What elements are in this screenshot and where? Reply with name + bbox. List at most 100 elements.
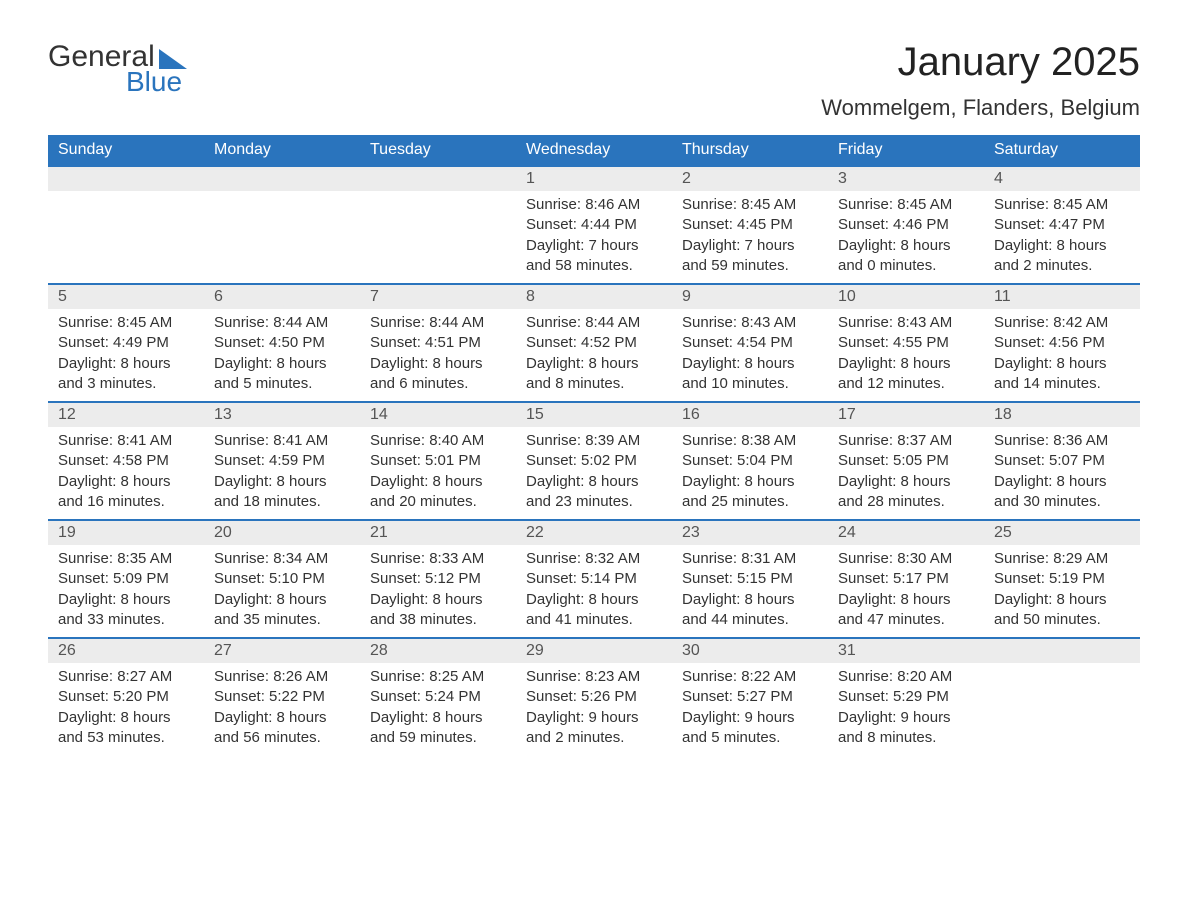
calendar-day-cell [204, 166, 360, 284]
page-header: General Blue January 2025 Wommelgem, Fla… [48, 40, 1140, 121]
day-number: 3 [828, 167, 984, 191]
day-number: 2 [672, 167, 828, 191]
calendar-week-row: 5Sunrise: 8:45 AMSunset: 4:49 PMDaylight… [48, 284, 1140, 402]
daylight-line: Daylight: 7 hours and 58 minutes. [526, 236, 662, 277]
calendar-day-cell: 5Sunrise: 8:45 AMSunset: 4:49 PMDaylight… [48, 284, 204, 402]
calendar-day-cell: 30Sunrise: 8:22 AMSunset: 5:27 PMDayligh… [672, 638, 828, 756]
day-number [204, 167, 360, 191]
sunset-line: Sunset: 4:51 PM [370, 333, 506, 353]
sunset-line: Sunset: 5:14 PM [526, 569, 662, 589]
day-number: 13 [204, 403, 360, 427]
day-body: Sunrise: 8:38 AMSunset: 5:04 PMDaylight:… [672, 427, 828, 516]
day-number: 30 [672, 639, 828, 663]
daylight-line: Daylight: 8 hours and 47 minutes. [838, 590, 974, 631]
day-number: 29 [516, 639, 672, 663]
sunrise-line: Sunrise: 8:27 AM [58, 667, 194, 687]
sunrise-line: Sunrise: 8:23 AM [526, 667, 662, 687]
sunrise-line: Sunrise: 8:22 AM [682, 667, 818, 687]
sunrise-line: Sunrise: 8:44 AM [526, 313, 662, 333]
day-number: 7 [360, 285, 516, 309]
day-number: 10 [828, 285, 984, 309]
day-body: Sunrise: 8:44 AMSunset: 4:51 PMDaylight:… [360, 309, 516, 398]
day-body: Sunrise: 8:45 AMSunset: 4:46 PMDaylight:… [828, 191, 984, 280]
sunrise-line: Sunrise: 8:25 AM [370, 667, 506, 687]
day-body [204, 191, 360, 199]
sunset-line: Sunset: 5:17 PM [838, 569, 974, 589]
day-number: 18 [984, 403, 1140, 427]
sunrise-line: Sunrise: 8:20 AM [838, 667, 974, 687]
calendar-day-cell: 7Sunrise: 8:44 AMSunset: 4:51 PMDaylight… [360, 284, 516, 402]
sunrise-line: Sunrise: 8:43 AM [682, 313, 818, 333]
day-body: Sunrise: 8:31 AMSunset: 5:15 PMDaylight:… [672, 545, 828, 634]
day-body: Sunrise: 8:45 AMSunset: 4:47 PMDaylight:… [984, 191, 1140, 280]
day-body: Sunrise: 8:42 AMSunset: 4:56 PMDaylight:… [984, 309, 1140, 398]
sunset-line: Sunset: 4:52 PM [526, 333, 662, 353]
day-body: Sunrise: 8:20 AMSunset: 5:29 PMDaylight:… [828, 663, 984, 752]
day-number: 19 [48, 521, 204, 545]
day-body [360, 191, 516, 199]
brand-logo: General Blue [48, 40, 187, 98]
day-number: 27 [204, 639, 360, 663]
daylight-line: Daylight: 8 hours and 5 minutes. [214, 354, 350, 395]
daylight-line: Daylight: 8 hours and 6 minutes. [370, 354, 506, 395]
sunrise-line: Sunrise: 8:33 AM [370, 549, 506, 569]
sunset-line: Sunset: 4:47 PM [994, 215, 1130, 235]
calendar-table: SundayMondayTuesdayWednesdayThursdayFrid… [48, 135, 1140, 756]
day-body: Sunrise: 8:22 AMSunset: 5:27 PMDaylight:… [672, 663, 828, 752]
sunset-line: Sunset: 4:59 PM [214, 451, 350, 471]
daylight-line: Daylight: 8 hours and 44 minutes. [682, 590, 818, 631]
day-body: Sunrise: 8:44 AMSunset: 4:50 PMDaylight:… [204, 309, 360, 398]
weekday-header-row: SundayMondayTuesdayWednesdayThursdayFrid… [48, 135, 1140, 166]
calendar-day-cell [984, 638, 1140, 756]
day-body: Sunrise: 8:43 AMSunset: 4:54 PMDaylight:… [672, 309, 828, 398]
sunset-line: Sunset: 4:56 PM [994, 333, 1130, 353]
daylight-line: Daylight: 8 hours and 56 minutes. [214, 708, 350, 749]
day-number: 20 [204, 521, 360, 545]
calendar-day-cell: 28Sunrise: 8:25 AMSunset: 5:24 PMDayligh… [360, 638, 516, 756]
day-number: 26 [48, 639, 204, 663]
sunrise-line: Sunrise: 8:44 AM [214, 313, 350, 333]
sunset-line: Sunset: 5:01 PM [370, 451, 506, 471]
daylight-line: Daylight: 8 hours and 14 minutes. [994, 354, 1130, 395]
day-number: 1 [516, 167, 672, 191]
calendar-day-cell: 24Sunrise: 8:30 AMSunset: 5:17 PMDayligh… [828, 520, 984, 638]
calendar-week-row: 1Sunrise: 8:46 AMSunset: 4:44 PMDaylight… [48, 166, 1140, 284]
daylight-line: Daylight: 8 hours and 33 minutes. [58, 590, 194, 631]
calendar-day-cell: 20Sunrise: 8:34 AMSunset: 5:10 PMDayligh… [204, 520, 360, 638]
daylight-line: Daylight: 8 hours and 41 minutes. [526, 590, 662, 631]
day-number: 25 [984, 521, 1140, 545]
daylight-line: Daylight: 8 hours and 16 minutes. [58, 472, 194, 513]
sunset-line: Sunset: 5:07 PM [994, 451, 1130, 471]
day-body: Sunrise: 8:32 AMSunset: 5:14 PMDaylight:… [516, 545, 672, 634]
sunset-line: Sunset: 4:50 PM [214, 333, 350, 353]
daylight-line: Daylight: 8 hours and 2 minutes. [994, 236, 1130, 277]
sunrise-line: Sunrise: 8:42 AM [994, 313, 1130, 333]
daylight-line: Daylight: 8 hours and 28 minutes. [838, 472, 974, 513]
calendar-day-cell: 31Sunrise: 8:20 AMSunset: 5:29 PMDayligh… [828, 638, 984, 756]
sunrise-line: Sunrise: 8:45 AM [58, 313, 194, 333]
daylight-line: Daylight: 8 hours and 50 minutes. [994, 590, 1130, 631]
sunset-line: Sunset: 4:44 PM [526, 215, 662, 235]
sunrise-line: Sunrise: 8:45 AM [994, 195, 1130, 215]
calendar-day-cell [360, 166, 516, 284]
weekday-header: Wednesday [516, 135, 672, 166]
daylight-line: Daylight: 8 hours and 25 minutes. [682, 472, 818, 513]
calendar-day-cell: 15Sunrise: 8:39 AMSunset: 5:02 PMDayligh… [516, 402, 672, 520]
day-body: Sunrise: 8:27 AMSunset: 5:20 PMDaylight:… [48, 663, 204, 752]
sunset-line: Sunset: 4:55 PM [838, 333, 974, 353]
daylight-line: Daylight: 8 hours and 30 minutes. [994, 472, 1130, 513]
calendar-day-cell: 1Sunrise: 8:46 AMSunset: 4:44 PMDaylight… [516, 166, 672, 284]
day-body: Sunrise: 8:41 AMSunset: 4:59 PMDaylight:… [204, 427, 360, 516]
daylight-line: Daylight: 8 hours and 35 minutes. [214, 590, 350, 631]
calendar-day-cell: 18Sunrise: 8:36 AMSunset: 5:07 PMDayligh… [984, 402, 1140, 520]
month-title: January 2025 [821, 40, 1140, 85]
calendar-day-cell: 23Sunrise: 8:31 AMSunset: 5:15 PMDayligh… [672, 520, 828, 638]
calendar-day-cell: 19Sunrise: 8:35 AMSunset: 5:09 PMDayligh… [48, 520, 204, 638]
daylight-line: Daylight: 9 hours and 2 minutes. [526, 708, 662, 749]
sunrise-line: Sunrise: 8:43 AM [838, 313, 974, 333]
sunset-line: Sunset: 5:15 PM [682, 569, 818, 589]
day-body: Sunrise: 8:45 AMSunset: 4:49 PMDaylight:… [48, 309, 204, 398]
daylight-line: Daylight: 8 hours and 3 minutes. [58, 354, 194, 395]
calendar-day-cell: 12Sunrise: 8:41 AMSunset: 4:58 PMDayligh… [48, 402, 204, 520]
daylight-line: Daylight: 8 hours and 12 minutes. [838, 354, 974, 395]
